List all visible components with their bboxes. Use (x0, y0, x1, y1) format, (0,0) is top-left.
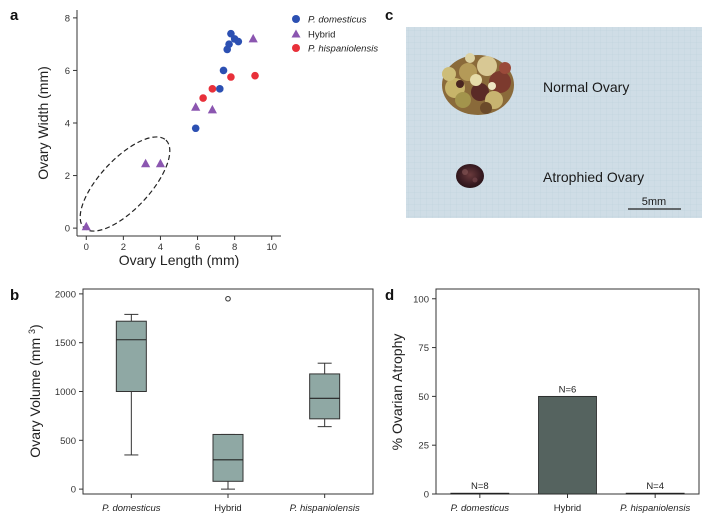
scatter-x-tick-label: 10 (266, 242, 277, 253)
bar-y-tick-label: 100 (413, 294, 429, 305)
photo-grid (406, 27, 702, 218)
box-outlier (225, 295, 231, 302)
box-0 (115, 313, 147, 456)
box-iqr (115, 320, 147, 393)
bar (625, 492, 685, 495)
atrophied-ovary-label: Atrophied Ovary (543, 169, 644, 185)
bar (538, 395, 597, 495)
bar-bars: N=8 N=6 N=4 (450, 384, 685, 495)
boxplot-category-label: P. domesticus (102, 503, 161, 513)
boxplot-panel: 0 500 1000 1500 2000 P. domesticus Hybrid P. hi… (27, 288, 374, 513)
boxplot-y-label-text: Ovary Volume (mm (27, 338, 43, 458)
boxplot-y-tick-label: 2000 (55, 289, 76, 300)
bar-y-tick-label: 25 (418, 441, 429, 452)
legend-label-hispaniolensis: P. hispaniolensis (308, 44, 378, 55)
atrophy-ellipse (79, 136, 171, 232)
scatter-point-hybrid (207, 104, 217, 114)
box-1 (212, 295, 244, 490)
bar-n-label: N=4 (646, 481, 664, 492)
scatter-point-domesticus (234, 37, 243, 46)
bar-category-label: P. hispaniolensis (620, 503, 690, 513)
scatter-point-domesticus (219, 66, 228, 75)
bar-y-tick-label: 0 (424, 490, 429, 501)
boxplot-category-label: Hybrid (214, 503, 241, 513)
boxplot-y-tick-label: 0 (71, 485, 76, 496)
scatter-point-hybrid (81, 221, 91, 231)
scatter-ticks: 0 2 4 6 8 10 0 2 4 6 8 (65, 13, 277, 253)
bar (450, 492, 510, 495)
panel-letter-b: b (10, 287, 19, 304)
scatter-y-tick-label: 4 (65, 119, 70, 130)
bar-y-tick-label: 75 (418, 343, 429, 354)
scale-bar-label: 5mm (642, 196, 666, 208)
bar-panel: 0 25 50 75 100 P. domesticus Hybrid P. hispanio… (389, 288, 700, 513)
legend-marker-hybrid (291, 29, 301, 38)
panel-letter-a: a (10, 7, 19, 24)
bar-ticks: 0 25 50 75 100 P. domesticus Hybrid P. hispanio… (413, 294, 690, 513)
box-2 (309, 362, 341, 428)
scatter-y-tick-label: 6 (65, 66, 70, 77)
bar-n-label: N=6 (559, 384, 577, 395)
panel-letter-d: d (385, 287, 394, 304)
box-iqr (212, 433, 244, 482)
atrophied-ovary-image (456, 164, 484, 188)
scatter-x-tick-label: 8 (232, 242, 237, 253)
bar-category-label: Hybrid (554, 503, 581, 513)
photo-panel: Normal Ovary Atrophied Ovary 5mm (406, 27, 702, 218)
box-iqr (309, 373, 341, 420)
scatter-point-domesticus (216, 85, 224, 93)
scatter-point-hybrid (155, 158, 166, 168)
legend-label-domesticus: P. domesticus (308, 15, 367, 26)
scatter-point-domesticus (227, 29, 235, 38)
boxplot-y-label-superscript: 3 (27, 329, 37, 334)
scatter-point-hispaniolensis (227, 73, 235, 81)
scatter-x-tick-label: 6 (195, 242, 200, 253)
scatter-point-hybrid (141, 158, 151, 168)
scatter-point-hybrid (191, 102, 201, 111)
scatter-y-tick-label: 8 (65, 13, 70, 24)
scatter-x-label: Ovary Length (mm) (119, 252, 240, 268)
scatter-legend: P. domesticus Hybrid P. hispaniolensis (291, 15, 378, 55)
normal-ovary-image (442, 53, 514, 115)
boxplot-ticks: 0 500 1000 1500 2000 P. domesticus Hybrid P. hi… (55, 289, 360, 513)
boxplot-y-label-rest: ) (27, 324, 43, 329)
scatter-point-hispaniolensis (208, 85, 217, 93)
scatter-y-label: Ovary Width (mm) (35, 66, 51, 180)
legend-label-hybrid: Hybrid (308, 30, 335, 41)
scatter-y-tick-label: 0 (65, 224, 70, 235)
bar-y-label: % Ovarian Atrophy (389, 334, 405, 451)
scatter-point-domesticus (225, 40, 233, 48)
scatter-panel: 0 2 4 6 8 10 0 2 4 6 8 Ovary Length (mm) Ovary Wid… (35, 10, 378, 268)
boxplot-category-label: P. hispaniolensis (290, 503, 360, 513)
legend-marker-hispaniolensis (292, 44, 300, 52)
boxplot-y-tick-label: 1500 (55, 338, 76, 349)
bar-category-label: P. domesticus (451, 503, 510, 513)
scatter-point-hispaniolensis (199, 94, 207, 102)
scatter-x-tick-label: 0 (84, 242, 89, 253)
scatter-point-hybrid (248, 33, 258, 43)
scatter-point-domesticus (191, 124, 200, 133)
scatter-points (81, 29, 259, 231)
boxplot-y-tick-label: 500 (60, 436, 76, 447)
bar-y-tick-label: 50 (418, 392, 429, 403)
legend-marker-domesticus (292, 15, 300, 23)
boxplot-y-label: Ovary Volume (mm 3) (27, 324, 43, 457)
scatter-x-tick-label: 2 (121, 242, 126, 253)
panel-letter-c: c (385, 7, 393, 24)
scatter-point-hispaniolensis (251, 71, 259, 80)
normal-ovary-label: Normal Ovary (543, 79, 629, 95)
scatter-y-tick-label: 2 (65, 171, 70, 182)
bar-n-label: N=8 (471, 481, 489, 492)
boxplot-y-tick-label: 1000 (55, 387, 76, 398)
scatter-x-tick-label: 4 (158, 242, 163, 253)
boxplot-boxes (115, 295, 341, 490)
